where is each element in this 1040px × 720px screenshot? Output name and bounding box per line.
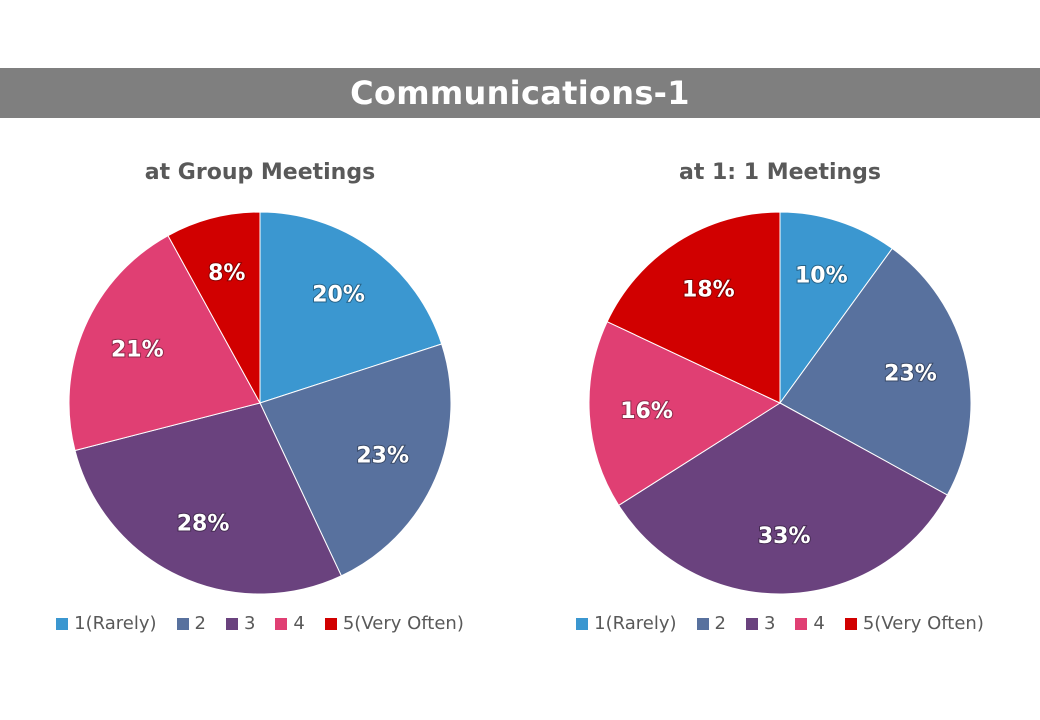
data-label-4: 21% <box>111 337 164 362</box>
data-label-5-very-often: 18% <box>682 278 735 303</box>
legend-item-4: 4 <box>795 613 825 634</box>
legend-swatch <box>576 617 589 630</box>
pie-slice-1-rarely <box>779 211 893 405</box>
chart-title: at Group Meetings <box>144 160 376 185</box>
data-label-2: 23% <box>884 361 937 386</box>
data-label-1-rarely: 10% <box>795 263 848 288</box>
legend-label: 5(Very Often) <box>342 613 464 634</box>
pie-slices <box>588 211 972 595</box>
legend-swatch <box>56 617 69 630</box>
pie-slice-1-rarely <box>259 211 443 404</box>
legend-item-5-very-often: 5(Very Often) <box>324 613 464 634</box>
pie-slice-3 <box>618 402 949 595</box>
pie-slice-4 <box>588 321 782 507</box>
pie-chart: 10% 23% 33% 16% 18% <box>588 211 972 595</box>
page-title: Communications-1 <box>350 74 690 112</box>
legend-label: 4 <box>293 613 305 634</box>
pie-slice-5-very-often <box>167 211 261 404</box>
legend-swatch <box>324 617 337 630</box>
legend-swatch <box>696 617 709 630</box>
legend-swatch <box>795 617 808 630</box>
pie-slice-5-very-often <box>606 211 781 404</box>
data-label-4: 16% <box>620 399 673 424</box>
legend-label: 4 <box>813 613 825 634</box>
data-label-3: 28% <box>177 511 230 536</box>
pie-data-labels: 20% 23% 28% 21% 8% <box>110 260 410 537</box>
data-label-3: 33% <box>758 524 811 549</box>
pie-slice-2 <box>779 247 972 496</box>
title-banner: Communications-1 <box>0 68 1040 118</box>
legend-swatch <box>745 617 758 630</box>
pie-slices <box>68 211 452 595</box>
pie-slice-3 <box>74 402 342 595</box>
legend-swatch <box>275 617 288 630</box>
legend: 1(Rarely) 2 3 4 5(Very Often) <box>520 613 1040 634</box>
legend-label: 3 <box>763 613 776 634</box>
legend-item-1-rarely: 1(Rarely) <box>56 613 157 634</box>
legend-label: 2 <box>194 613 206 634</box>
legend-item-1-rarely: 1(Rarely) <box>576 613 677 634</box>
legend-swatch <box>176 617 189 630</box>
legend-label: 3 <box>243 613 256 634</box>
legend-label: 1(Rarely) <box>74 613 157 634</box>
legend-swatch <box>225 617 238 630</box>
data-label-1-rarely: 20% <box>312 282 365 307</box>
pie-slice-2 <box>259 343 452 577</box>
legend-item-3: 3 <box>225 613 256 634</box>
legend-label: 5(Very Often) <box>862 613 984 634</box>
pie-chart: 20% 23% 28% 21% 8% <box>68 211 452 595</box>
one-on-one-meetings-chart: at 1: 1 Meetings 10% 23% 33% 16% 18% 1(Rarel… <box>520 150 1040 650</box>
legend-item-2: 2 <box>176 613 206 634</box>
legend-item-5-very-often: 5(Very Often) <box>844 613 984 634</box>
data-label-2: 23% <box>356 444 409 469</box>
legend-item-2: 2 <box>696 613 726 634</box>
data-label-5-very-often: 8% <box>208 261 245 286</box>
legend-label: 1(Rarely) <box>594 613 677 634</box>
legend-item-4: 4 <box>275 613 305 634</box>
legend-label: 2 <box>714 613 726 634</box>
legend-item-3: 3 <box>745 613 776 634</box>
chart-title: at 1: 1 Meetings <box>678 160 882 185</box>
pie-slice-4 <box>68 234 261 452</box>
group-meetings-chart: at Group Meetings 20% 23% 28% 21% 8% 1(Rarel… <box>0 150 520 650</box>
pie-data-labels: 10% 23% 33% 16% 18% <box>619 262 938 550</box>
legend: 1(Rarely) 2 3 4 5(Very Often) <box>0 613 520 634</box>
legend-swatch <box>844 617 857 630</box>
